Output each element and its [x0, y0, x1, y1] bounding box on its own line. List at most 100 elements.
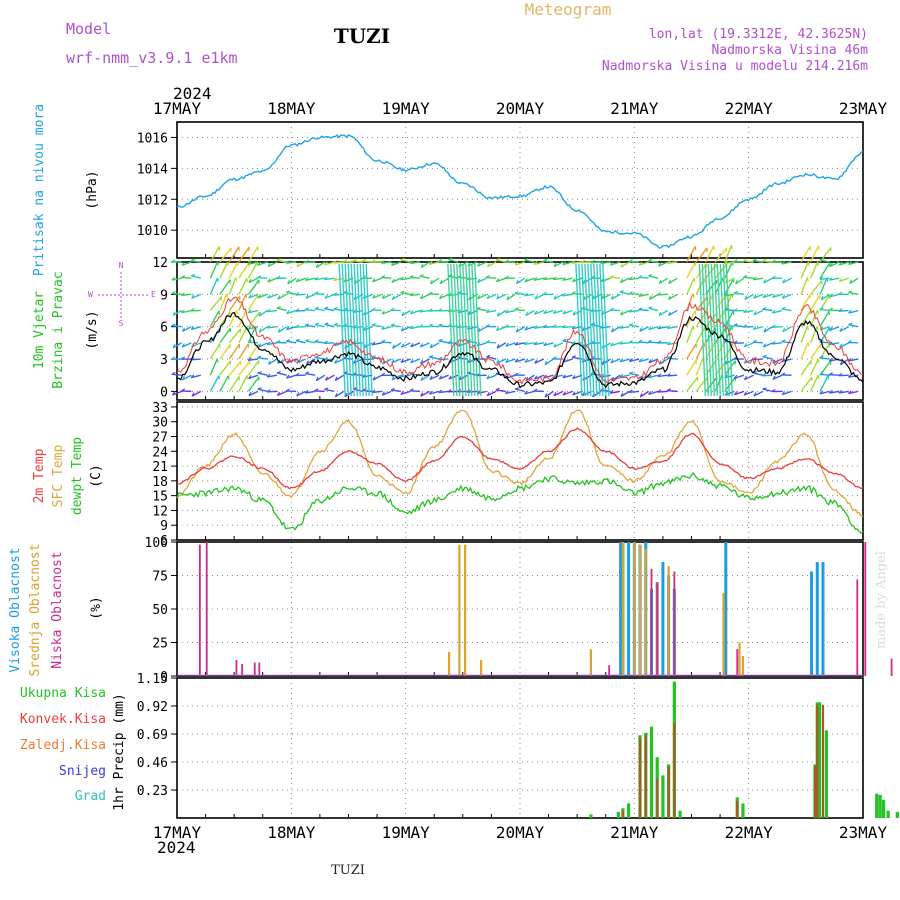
wind-barb: [276, 372, 287, 376]
wind-barb-head: [314, 276, 319, 281]
wind-barb: [819, 357, 830, 360]
wind-barb: [686, 343, 697, 360]
wind-barb: [391, 261, 402, 267]
wind-barb-head: [267, 262, 271, 267]
wind-barb-head: [314, 388, 319, 392]
y-tick-label: 1016: [137, 131, 168, 146]
precip-panel: 0.23 0.46 0.69 0.92 1.15: [137, 672, 899, 819]
wind-barb: [809, 261, 819, 279]
wind-front-band: [722, 263, 731, 397]
wind-barb: [191, 326, 202, 331]
wind-barb: [515, 261, 525, 266]
compass-north: N: [119, 261, 124, 270]
wind-barb-head: [295, 278, 300, 283]
wind-barb: [495, 389, 506, 393]
wind-barb: [476, 390, 487, 395]
wind-front-band: [599, 263, 607, 397]
wind-barb-head: [485, 339, 490, 343]
wind-barb: [648, 341, 659, 344]
wind-barb-head: [839, 343, 843, 348]
bottom-date-label: 20MAY: [496, 823, 545, 842]
wind-barb: [438, 324, 449, 328]
wind-barb-head: [496, 295, 500, 300]
wind-barb-head: [420, 392, 424, 397]
total-rain-bar: [649, 726, 654, 818]
total-rain-bar: [741, 803, 745, 818]
wind-barb-head: [171, 290, 176, 294]
wind-front-band: [359, 263, 367, 397]
wind-barb: [305, 324, 316, 328]
wind-barb: [620, 309, 630, 316]
wind-barb: [477, 293, 487, 300]
wind-barb-head: [420, 376, 424, 381]
wind-barb: [429, 356, 440, 360]
wind-barb: [534, 309, 545, 315]
top-date-label: 23MAY: [839, 99, 888, 118]
wind-front-band: [462, 263, 470, 397]
wind-barb-head: [257, 275, 262, 279]
wind-barb: [171, 277, 182, 281]
wind-barb: [553, 342, 564, 348]
wind-front-band: [710, 263, 719, 397]
wind-barb-head: [849, 279, 853, 284]
wind-barb: [409, 389, 421, 393]
wind-barb: [809, 245, 820, 263]
wind-barb: [829, 342, 840, 346]
wind-barb: [695, 247, 708, 263]
wind-barb-head: [600, 260, 605, 265]
wind-barb: [219, 279, 231, 295]
wind-barb-head: [543, 324, 547, 328]
wind-barb-head: [628, 276, 633, 280]
wind-barb-head: [419, 308, 424, 313]
wind-barb-head: [409, 275, 414, 278]
wind-barb-head: [429, 343, 433, 348]
wind-barb-head: [372, 278, 376, 283]
wind-barb-head: [781, 391, 786, 396]
wind-barb: [276, 259, 287, 263]
wind-barb: [781, 358, 792, 363]
wind-barb: [657, 326, 668, 330]
wind-barb-head: [628, 371, 634, 375]
low-cloud-bar: [736, 649, 739, 676]
mid-cloud-bar: [589, 649, 592, 676]
wind-barb-head: [514, 341, 519, 346]
wind-barb: [686, 262, 696, 279]
wind-barb: [428, 325, 440, 328]
wind-barb-head: [828, 372, 833, 376]
bottom-year: 2024: [157, 838, 196, 857]
wind-barb-head: [276, 370, 281, 374]
low-cloud-bar: [673, 571, 676, 676]
wind-barb-head: [506, 295, 510, 301]
compass-west: W: [88, 290, 93, 299]
wind-barb: [810, 280, 823, 295]
wind-barb-head: [306, 360, 309, 365]
wind-barb-head: [304, 259, 309, 264]
wind-barb-head: [638, 293, 643, 297]
convective-rain-bar: [667, 766, 670, 818]
wind-barb-head: [838, 261, 843, 266]
temp-2m-line: [176, 427, 864, 490]
wind-barb: [238, 343, 249, 360]
wind-barb: [809, 294, 821, 311]
wind-barb: [686, 277, 695, 295]
wind-barb-head: [505, 358, 509, 363]
wind-barb-head: [743, 343, 747, 348]
wind-barb: [228, 360, 242, 376]
wind-barb-head: [828, 389, 833, 394]
wind-barb-head: [628, 259, 633, 263]
wind-barb-head: [505, 309, 509, 314]
wind-barb-head: [191, 294, 195, 299]
wind-barb-head: [524, 292, 528, 297]
wind-barb-head: [692, 293, 695, 298]
wind-barb: [314, 292, 325, 296]
wind-barb: [524, 293, 535, 297]
wind-barb: [657, 374, 668, 378]
wind-barb: [228, 277, 237, 295]
wind-barb-head: [543, 276, 547, 281]
wind-barb-head: [817, 261, 819, 266]
wind-barb: [372, 293, 383, 299]
wind-barb: [324, 261, 335, 266]
wind-barb: [295, 339, 306, 344]
wind-barb-head: [286, 290, 291, 293]
wind-barb: [514, 292, 525, 296]
